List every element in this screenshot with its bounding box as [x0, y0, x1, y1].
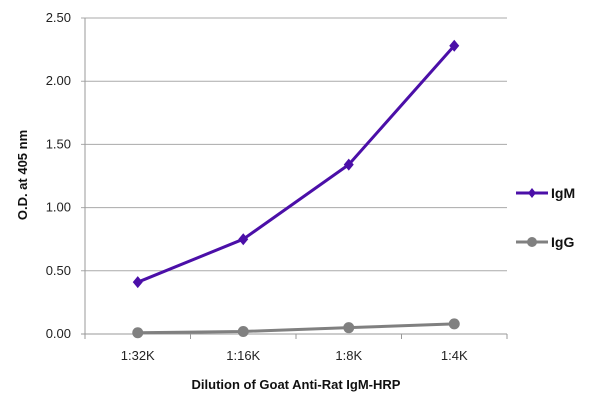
data-point-igg [132, 327, 144, 339]
y-tick-label: 1.50 [46, 136, 71, 151]
x-tick-label: 1:4K [441, 348, 468, 363]
y-tick-label: 0.00 [46, 326, 71, 341]
data-point-igm [343, 158, 354, 171]
x-tick-label: 1:8K [335, 348, 362, 363]
y-tick-label: 2.00 [46, 73, 71, 88]
series-line-igg [137, 322, 455, 335]
data-point-igg [343, 322, 355, 334]
data-point-igm [449, 39, 460, 52]
data-point-igm [238, 233, 249, 246]
x-tick-label: 1:32K [121, 348, 155, 363]
data-point-igg [448, 318, 460, 330]
legend-label-igg: IgG [551, 234, 574, 250]
legend-label-igm: IgM [551, 185, 575, 201]
x-tick-label: 1:16K [226, 348, 260, 363]
legend-marker [528, 188, 536, 198]
y-tick-label: 1.00 [46, 200, 71, 215]
legend-marker [527, 237, 537, 247]
data-point-igm [132, 276, 143, 289]
x-axis-label: Dilution of Goat Anti-Rat IgM-HRP [192, 377, 401, 392]
data-point-igg [237, 325, 249, 337]
series-line-igm [137, 44, 456, 284]
y-axis-label: O.D. at 405 nm [15, 130, 30, 220]
y-tick-label: 0.50 [46, 263, 71, 278]
y-tick-label: 2.50 [46, 10, 71, 25]
